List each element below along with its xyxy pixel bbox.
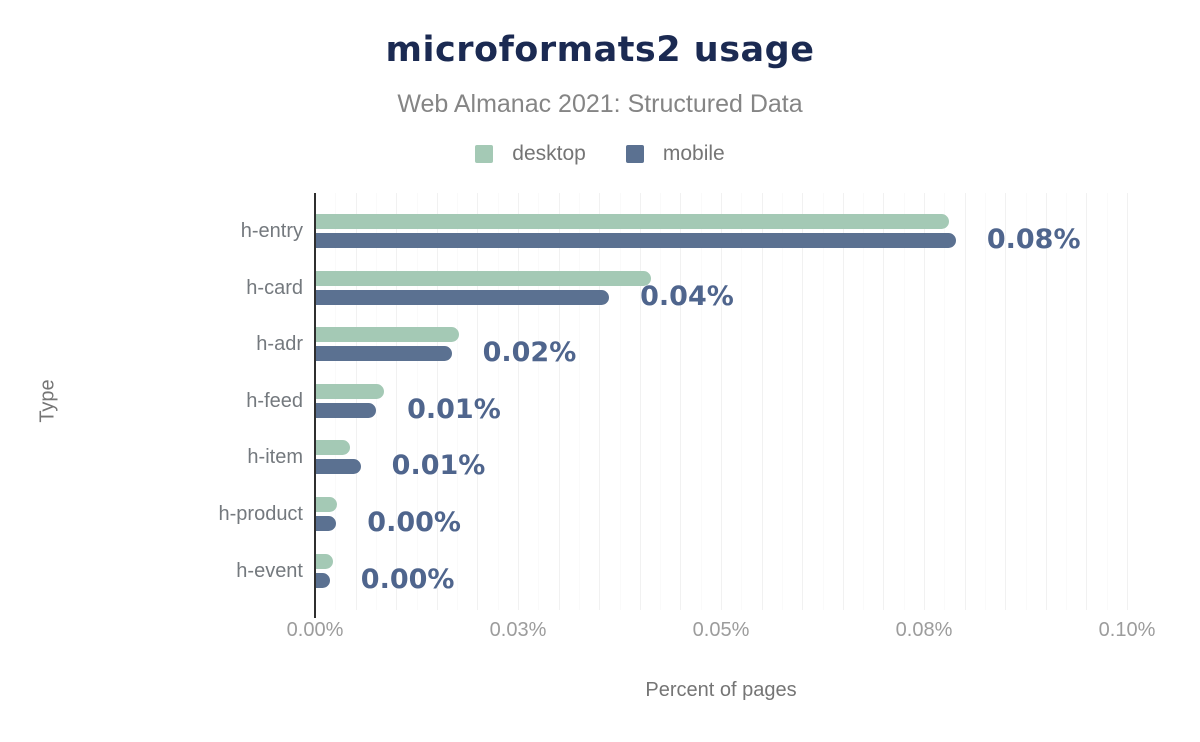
value-label-h-entry: 0.08% [986,224,1081,255]
category-label-h-adr: h-adr [256,333,303,356]
gridline [416,193,418,610]
x-tick-label: 0.00% [286,619,344,641]
x-tick-label: 0.03% [489,619,547,641]
gridline [1066,193,1068,610]
bar-desktop-h-card [316,270,652,286]
value-label-h-card: 0.04% [640,280,734,312]
x-tick-label: 0.08% [895,619,953,641]
gridline [396,193,398,610]
bar-mobile-h-item [316,459,361,475]
bar-desktop-h-entry [316,214,950,229]
x-axis-title: Percent of pages [645,679,797,701]
gridline [558,193,560,610]
gridline [1106,193,1108,610]
legend: desktop mobile [0,142,1200,166]
gridline [1127,193,1128,610]
gridline [538,193,540,610]
bar-desktop-h-adr [316,327,459,343]
legend-label-mobile: mobile [662,142,725,165]
gridline [1005,193,1007,610]
category-label-h-card: h-card [246,276,303,299]
bar-desktop-h-event [316,553,334,569]
value-label-h-feed: 0.01% [407,393,501,425]
gridline [1086,193,1088,610]
bar-mobile-h-product [316,516,337,531]
gridline [822,193,824,610]
bar-mobile-h-event [316,572,330,588]
value-label-h-event: 0.00% [360,563,455,595]
gridline [964,193,966,610]
gridline [335,193,337,610]
gridline [984,193,986,610]
category-axis: h-entry h-card h-adr h-feed h-item h-product h… [0,193,304,610]
chart-title: microformats2 usage [385,30,815,70]
gridline [1045,193,1047,610]
desktop-swatch-icon [475,145,494,163]
gridline [700,193,702,610]
bar-desktop-h-item [316,440,351,456]
category-label-h-entry: h-entry [240,220,303,242]
gridline [903,193,905,610]
bar-desktop-h-product [316,497,338,512]
gridline [518,193,519,610]
gridline [660,193,662,610]
plot-area: 0.08% 0.04% 0.02% 0.01% 0.01% 0.00% 0.00% [314,193,1140,618]
bar-mobile-h-card [316,289,610,305]
value-label-h-adr: 0.02% [482,337,577,369]
gridline [578,193,580,610]
legend-label-desktop: desktop [512,142,586,165]
gridline [721,193,722,610]
gridline [639,193,641,610]
gridline [924,193,925,610]
gridline [842,193,844,610]
gridline [781,193,783,610]
chart-subtitle: Web Almanac 2021: Structured Data [397,90,803,118]
gridline [944,193,946,610]
gridline [619,193,621,610]
gridline [375,193,377,610]
gridline [863,193,865,610]
gridline [477,193,479,610]
gridline [355,193,357,610]
gridline [436,193,438,610]
gridline [1025,193,1027,610]
bar-mobile-h-adr [316,346,452,362]
bar-mobile-h-feed [316,402,377,418]
mobile-swatch-icon [625,145,644,163]
x-tick-label: 0.10% [1098,619,1156,641]
x-tick-label: 0.05% [692,619,750,641]
value-label-h-item: 0.01% [391,450,486,482]
legend-item-mobile: mobile [625,142,725,166]
gridline [761,193,763,610]
gridline [883,193,885,610]
bar-desktop-h-feed [316,383,385,399]
gridline [497,193,499,610]
category-label-h-feed: h-feed [246,389,303,412]
bar-mobile-h-entry [316,233,956,248]
gridline [457,193,459,610]
category-label-h-item: h-item [247,446,303,469]
gridline [680,193,682,610]
value-label-h-product: 0.00% [367,507,461,538]
category-label-h-product: h-product [218,503,304,525]
x-axis-ticks: 0.00% 0.03% 0.05% 0.08% 0.10% [0,619,1200,645]
category-label-h-event: h-event [236,559,303,582]
gridline [802,193,804,610]
axis-baseline [314,193,316,618]
gridline [741,193,743,610]
legend-item-desktop: desktop [475,142,586,166]
gridline [599,193,601,610]
